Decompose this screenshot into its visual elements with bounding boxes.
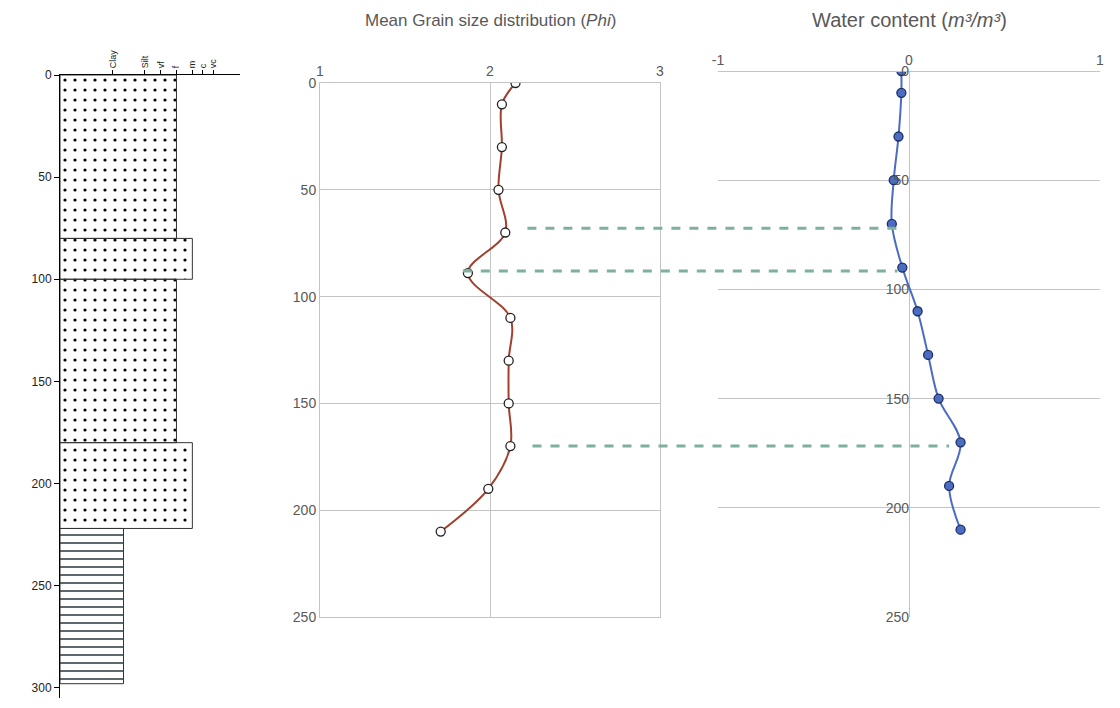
svg-text:1: 1 [316, 63, 324, 79]
svg-text:50: 50 [893, 172, 909, 188]
svg-text:200: 200 [32, 477, 52, 491]
svg-text:150: 150 [293, 395, 317, 411]
svg-text:0: 0 [45, 68, 52, 82]
svg-text:0: 0 [905, 52, 913, 68]
svg-text:0: 0 [308, 75, 316, 91]
svg-text:1: 1 [1096, 52, 1104, 68]
svg-text:Water content (m³/m³): Water content (m³/m³) [812, 9, 1007, 31]
svg-text:200: 200 [886, 500, 910, 516]
svg-text:50: 50 [301, 182, 317, 198]
svg-text:Silt: Silt [140, 55, 150, 68]
svg-text:c: c [198, 63, 208, 68]
svg-text:100: 100 [293, 289, 317, 305]
svg-text:-1: -1 [712, 52, 725, 68]
svg-text:100: 100 [32, 272, 52, 286]
svg-text:150: 150 [886, 391, 910, 407]
svg-text:300: 300 [32, 681, 52, 695]
svg-text:Mean Grain size distribution (: Mean Grain size distribution (Phi) [365, 11, 616, 30]
svg-text:vc: vc [208, 59, 218, 69]
svg-text:100: 100 [886, 281, 910, 297]
svg-text:250: 250 [293, 609, 317, 625]
svg-text:vf: vf [156, 61, 166, 69]
svg-text:m: m [187, 61, 197, 69]
svg-text:f: f [171, 65, 181, 68]
svg-text:250: 250 [886, 609, 910, 625]
svg-text:200: 200 [293, 502, 317, 518]
svg-text:0: 0 [901, 63, 909, 79]
svg-text:2: 2 [486, 63, 494, 79]
svg-text:3: 3 [656, 63, 664, 79]
svg-text:150: 150 [32, 375, 52, 389]
svg-text:250: 250 [32, 579, 52, 593]
svg-text:Clay: Clay [108, 50, 118, 69]
svg-text:50: 50 [38, 170, 52, 184]
